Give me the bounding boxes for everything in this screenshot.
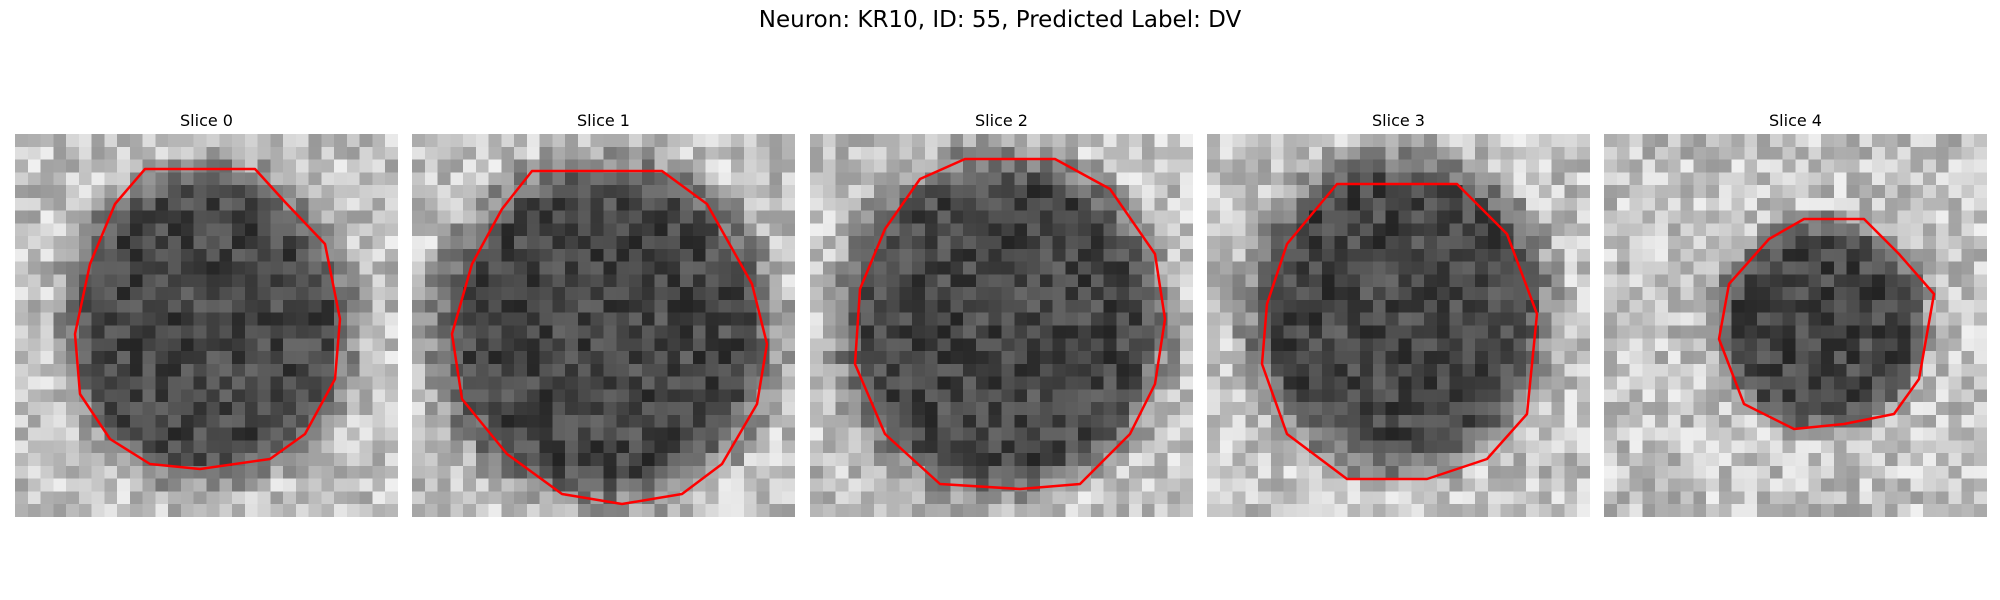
roi-contour xyxy=(450,169,769,506)
slice-title: Slice 0 xyxy=(180,111,233,130)
slice-panel: Slice 3 xyxy=(1207,110,1590,517)
roi-contour xyxy=(1717,217,1936,431)
roi-contour xyxy=(73,167,342,471)
slice-image xyxy=(1207,134,1590,517)
slice-panel: Slice 0 xyxy=(15,110,398,517)
slice-title: Slice 2 xyxy=(975,111,1028,130)
slice-title: Slice 3 xyxy=(1372,111,1425,130)
slice-panel: Slice 4 xyxy=(1604,110,1987,517)
slice-image xyxy=(810,134,1193,517)
slice-image xyxy=(15,134,398,517)
slice-image xyxy=(412,134,795,517)
slice-panel: Slice 2 xyxy=(810,110,1193,517)
slice-image xyxy=(1604,134,1987,517)
slice-title: Slice 4 xyxy=(1769,111,1822,130)
roi-contour xyxy=(1260,182,1539,481)
slice-title: Slice 1 xyxy=(577,111,630,130)
figure-title: Neuron: KR10, ID: 55, Predicted Label: D… xyxy=(758,7,1242,33)
roi-contour xyxy=(853,157,1167,491)
slice-panel: Slice 1 xyxy=(412,110,795,517)
